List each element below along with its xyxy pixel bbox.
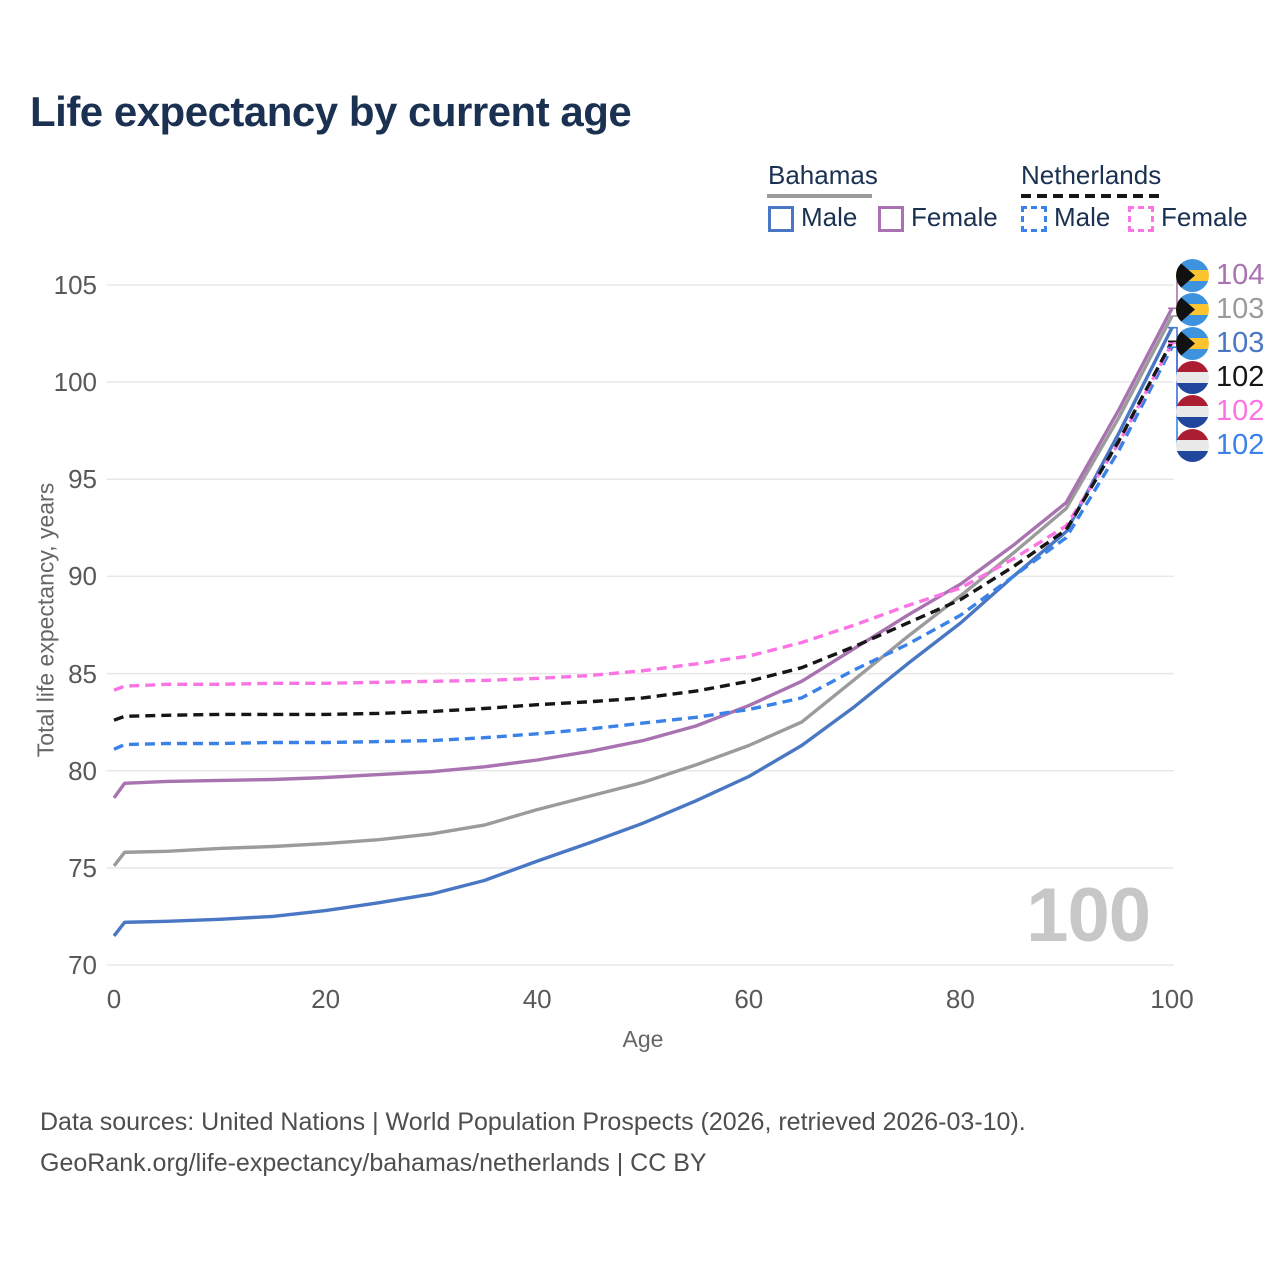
y-tick-label: 85 <box>68 658 97 689</box>
legend-group-netherlands-title: Netherlands <box>1021 160 1162 190</box>
end-label-value: 102 <box>1216 428 1265 461</box>
series-line-netherlands-male <box>113 346 1174 751</box>
x-axis-title: Age <box>622 1026 664 1052</box>
flag-icon-bahamas <box>1176 292 1209 326</box>
flag-icon-netherlands <box>1176 360 1209 394</box>
end-label-row-bahamas-female: 104 <box>1176 258 1264 292</box>
legend-group-bahamas-title: Bahamas <box>768 160 878 190</box>
end-label-value: 102 <box>1216 360 1265 393</box>
legend-bahamas-solid-line-sample <box>767 194 872 198</box>
y-tick-label: 70 <box>68 950 97 980</box>
series-line-bahamas-both-sexes <box>112 315 1174 867</box>
end-label-row-bahamas-male: 103 <box>1176 326 1264 360</box>
end-label-row-bahamas-both-sexes: 103 <box>1176 292 1264 326</box>
y-tick-label: 95 <box>68 464 97 495</box>
x-tick-label: 40 <box>522 984 552 1014</box>
end-label-row-netherlands-both-sexes: 102 <box>1176 360 1264 394</box>
end-label-value: 102 <box>1216 394 1265 427</box>
data-sources-note: Data sources: United Nations | World Pop… <box>40 1108 1026 1136</box>
y-axis-title: Total life expectancy, years <box>32 482 59 758</box>
flag-icon-netherlands <box>1176 428 1209 462</box>
legend-label-bahamas-male[interactable]: Male <box>801 202 858 232</box>
end-label-row-netherlands-male: 102 <box>1176 428 1264 462</box>
end-label-value: 103 <box>1216 326 1265 359</box>
legend-checkbox-bahamas-male[interactable] <box>768 206 794 232</box>
series-line-bahamas-female <box>112 307 1174 799</box>
end-label-row-netherlands-female: 102 <box>1176 394 1264 428</box>
y-tick-label: 75 <box>68 852 97 883</box>
flag-icon-netherlands <box>1176 394 1209 428</box>
legend-checkbox-bahamas-female[interactable] <box>878 206 904 232</box>
legend-label-bahamas-female[interactable]: Female <box>911 202 998 232</box>
age-counter-watermark: 100 <box>1026 873 1151 958</box>
page-title: Life expectancy by current age <box>30 88 632 135</box>
series-line-bahamas-male <box>112 326 1174 937</box>
flag-icon-bahamas <box>1176 258 1209 292</box>
legend-netherlands-dashed-line-sample <box>1021 194 1163 198</box>
series-line-netherlands-both-sexes <box>113 340 1174 722</box>
series-line-netherlands-female <box>113 342 1174 692</box>
y-tick-label: 100 <box>53 367 97 398</box>
x-tick-label: 20 <box>311 984 341 1014</box>
flag-icon-bahamas <box>1176 326 1209 360</box>
y-tick-label: 80 <box>68 755 97 786</box>
x-tick-label: 100 <box>1150 984 1194 1014</box>
x-tick-label: 80 <box>945 984 975 1014</box>
y-tick-label: 105 <box>53 270 97 300</box>
attribution-note: GeoRank.org/life-expectancy/bahamas/neth… <box>40 1149 707 1177</box>
x-tick-label: 60 <box>734 984 764 1014</box>
y-tick-label: 90 <box>68 561 97 592</box>
x-tick-label: 0 <box>106 984 122 1014</box>
legend-checkbox-netherlands-male[interactable] <box>1021 206 1047 232</box>
legend-checkbox-netherlands-female[interactable] <box>1128 206 1154 232</box>
end-label-value: 104 <box>1216 258 1265 291</box>
end-label-value: 103 <box>1216 292 1265 325</box>
legend-label-netherlands-female[interactable]: Female <box>1161 202 1248 232</box>
legend-label-netherlands-male[interactable]: Male <box>1054 202 1111 232</box>
